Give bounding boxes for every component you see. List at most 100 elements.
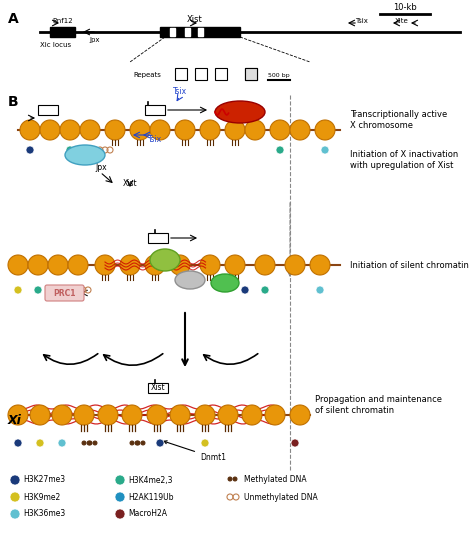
Text: Tsix: Tsix [355,18,368,24]
Circle shape [135,441,139,445]
Text: B: B [219,72,223,77]
Circle shape [136,441,140,445]
Bar [245,68,257,80]
Text: C: C [249,72,253,77]
Text: RNF12: RNF12 [72,152,98,158]
Circle shape [82,441,86,445]
Text: A: A [8,12,19,26]
Circle shape [14,439,22,447]
Bar [145,105,165,115]
Circle shape [60,120,80,140]
Text: PRC2: PRC2 [215,280,235,286]
Circle shape [316,286,324,294]
Text: 10-kb: 10-kb [393,3,417,12]
Circle shape [115,492,125,502]
Text: Xist: Xist [187,15,203,24]
Circle shape [8,405,28,425]
Ellipse shape [215,101,265,123]
Text: Unmethylated DNA: Unmethylated DNA [244,493,318,501]
Circle shape [130,120,150,140]
Bar [160,27,240,37]
Circle shape [34,286,42,294]
Circle shape [80,120,100,140]
Circle shape [115,509,125,519]
Circle shape [10,509,20,519]
Text: Tsix: Tsix [173,88,187,96]
Circle shape [120,255,140,275]
Circle shape [147,405,167,425]
Circle shape [68,255,88,275]
Circle shape [228,477,232,481]
Circle shape [200,120,220,140]
Text: Xist: Xist [148,105,162,115]
Text: Jpx: Jpx [90,37,100,43]
Circle shape [321,146,329,154]
Circle shape [30,405,50,425]
Text: Propagation and maintenance
of silent chromatin: Propagation and maintenance of silent ch… [315,395,442,415]
Bar [148,233,168,243]
Bar [175,68,187,80]
Text: Xic locus: Xic locus [40,42,71,48]
Circle shape [130,441,134,445]
Circle shape [88,441,92,445]
Text: RNA POL II: RNA POL II [221,110,259,115]
Text: A: A [179,72,183,77]
Circle shape [225,120,245,140]
Ellipse shape [175,271,205,289]
Bar [148,383,168,393]
Text: H2AK119Ub: H2AK119Ub [128,493,173,501]
Circle shape [87,441,91,445]
Text: ATRX: ATRX [182,278,198,283]
Circle shape [98,405,118,425]
Text: Initiation of silent chromatin: Initiation of silent chromatin [350,261,469,269]
Text: Repeats: Repeats [133,72,161,78]
Text: PRC1: PRC1 [54,289,76,298]
Circle shape [233,477,237,481]
Text: Xite: Xite [395,18,409,24]
Text: Methylated DNA: Methylated DNA [244,476,307,484]
Circle shape [195,405,215,425]
Circle shape [48,255,68,275]
FancyBboxPatch shape [45,285,84,301]
Text: PRC1: PRC1 [54,289,76,298]
Circle shape [285,255,305,275]
Circle shape [14,286,22,294]
Bar [245,68,257,80]
Circle shape [290,405,310,425]
Text: Transcriptionally active
X chromosome: Transcriptionally active X chromosome [350,110,447,129]
Circle shape [200,255,220,275]
Circle shape [52,405,72,425]
Circle shape [95,255,115,275]
Text: H3K4me2,3: H3K4me2,3 [128,476,173,484]
Text: Initiation of X inactivation
with upregulation of Xist: Initiation of X inactivation with upregu… [350,150,458,170]
Circle shape [315,120,335,140]
Circle shape [170,405,190,425]
Circle shape [245,120,265,140]
Circle shape [242,405,262,425]
Ellipse shape [150,249,180,271]
Circle shape [290,120,310,140]
Circle shape [26,146,34,154]
Bar [170,28,175,36]
Text: F: F [199,72,203,77]
Circle shape [105,120,125,140]
Circle shape [28,255,48,275]
Circle shape [10,492,20,502]
Text: H3K9me2: H3K9me2 [23,493,60,501]
Circle shape [58,439,66,447]
Text: Xist: Xist [151,234,165,242]
Bar [38,105,58,115]
Circle shape [241,286,249,294]
Text: H3K36me3: H3K36me3 [23,510,65,518]
Circle shape [10,475,20,485]
Text: Xist: Xist [151,383,165,392]
Circle shape [93,441,97,445]
Ellipse shape [65,145,105,165]
Circle shape [270,120,290,140]
Circle shape [261,286,269,294]
Circle shape [36,439,44,447]
Circle shape [276,146,284,154]
Circle shape [255,255,275,275]
Text: Dnmt1: Dnmt1 [164,441,226,462]
Circle shape [201,439,209,447]
